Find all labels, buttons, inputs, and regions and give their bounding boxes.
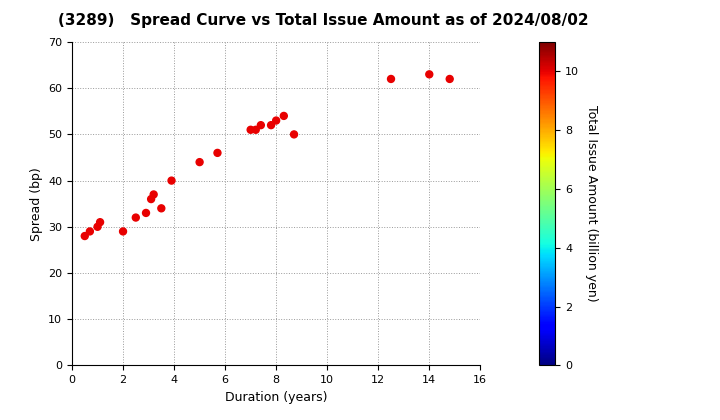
Point <box>130 214 142 221</box>
Point <box>385 76 397 82</box>
Point <box>278 113 289 119</box>
Point <box>94 219 106 226</box>
Point <box>145 196 157 202</box>
Y-axis label: Spread (bp): Spread (bp) <box>30 167 42 241</box>
Point <box>156 205 167 212</box>
Point <box>79 233 91 239</box>
Point <box>140 210 152 216</box>
Point <box>194 159 205 165</box>
Point <box>250 126 261 133</box>
Point <box>255 122 266 129</box>
Text: (3289)   Spread Curve vs Total Issue Amount as of 2024/08/02: (3289) Spread Curve vs Total Issue Amoun… <box>58 13 588 28</box>
Point <box>117 228 129 235</box>
Point <box>212 150 223 156</box>
Point <box>423 71 435 78</box>
Point <box>148 191 159 198</box>
X-axis label: Duration (years): Duration (years) <box>225 391 328 404</box>
Point <box>91 223 103 230</box>
Point <box>288 131 300 138</box>
Y-axis label: Total Issue Amount (billion yen): Total Issue Amount (billion yen) <box>585 105 598 302</box>
Point <box>444 76 456 82</box>
Point <box>271 117 282 124</box>
Point <box>166 177 177 184</box>
Point <box>245 126 256 133</box>
Point <box>265 122 276 129</box>
Point <box>84 228 96 235</box>
